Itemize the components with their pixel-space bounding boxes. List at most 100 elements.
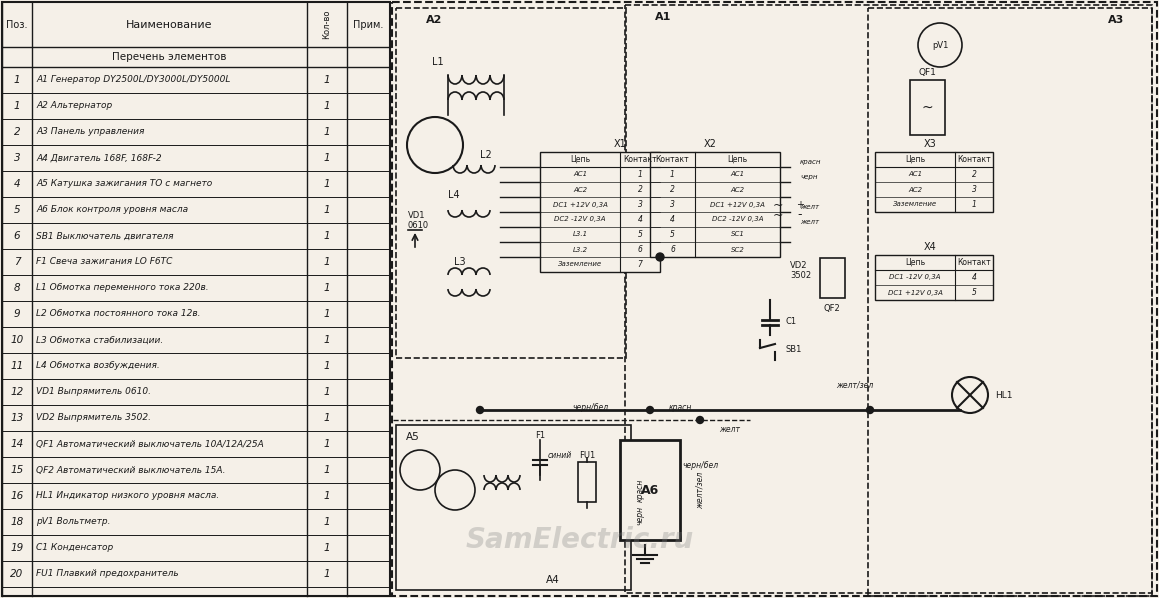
Text: Цепь: Цепь bbox=[905, 155, 925, 164]
Text: 1: 1 bbox=[323, 361, 330, 371]
Text: Прим.: Прим. bbox=[353, 20, 384, 29]
Text: A2 Альтернатор: A2 Альтернатор bbox=[36, 102, 112, 111]
Text: 1: 1 bbox=[323, 153, 330, 163]
Text: DC1 +12V 0,3A: DC1 +12V 0,3A bbox=[888, 289, 942, 295]
Text: L2: L2 bbox=[480, 150, 491, 160]
Text: Перечень элементов: Перечень элементов bbox=[112, 52, 227, 62]
Bar bbox=[875, 255, 993, 300]
Bar bbox=[396, 425, 630, 590]
Text: 6: 6 bbox=[670, 245, 675, 254]
Text: 1: 1 bbox=[323, 465, 330, 475]
Text: 1: 1 bbox=[670, 170, 675, 179]
Text: L4 Обмотка возбуждения.: L4 Обмотка возбуждения. bbox=[36, 362, 160, 371]
Text: -: - bbox=[797, 209, 802, 221]
Text: 8: 8 bbox=[14, 283, 21, 293]
Text: A6: A6 bbox=[641, 484, 659, 496]
Text: 1: 1 bbox=[971, 200, 976, 209]
Text: черн/бел: черн/бел bbox=[571, 402, 608, 411]
Text: Цепь: Цепь bbox=[570, 155, 590, 164]
Text: pV1: pV1 bbox=[932, 41, 948, 50]
Text: 1: 1 bbox=[323, 179, 330, 189]
Bar bbox=[875, 152, 993, 212]
Text: A4 Двигатель 168F, 168F-2: A4 Двигатель 168F, 168F-2 bbox=[36, 154, 161, 163]
Text: A1: A1 bbox=[655, 12, 671, 22]
Text: 3: 3 bbox=[637, 200, 642, 209]
Text: VD1: VD1 bbox=[408, 210, 425, 219]
Text: Контакт: Контакт bbox=[624, 155, 657, 164]
Text: HL1 Индикатор низкого уровня масла.: HL1 Индикатор низкого уровня масла. bbox=[36, 492, 219, 501]
Text: L4: L4 bbox=[449, 190, 460, 200]
Circle shape bbox=[867, 407, 874, 413]
Text: Цепь: Цепь bbox=[728, 155, 748, 164]
Text: 14: 14 bbox=[10, 439, 23, 449]
Text: VD2: VD2 bbox=[790, 261, 808, 270]
Text: SB1 Выключатель двигателя: SB1 Выключатель двигателя bbox=[36, 231, 174, 240]
Text: ~: ~ bbox=[773, 199, 783, 212]
Text: L1: L1 bbox=[432, 57, 444, 67]
Text: VD1 Выпрямитель 0610.: VD1 Выпрямитель 0610. bbox=[36, 388, 151, 396]
Text: 1: 1 bbox=[323, 387, 330, 397]
Text: 1: 1 bbox=[323, 127, 330, 137]
Text: DC2 -12V 0,3A: DC2 -12V 0,3A bbox=[554, 216, 606, 222]
Text: 10: 10 bbox=[10, 335, 23, 345]
Text: 1: 1 bbox=[323, 257, 330, 267]
Text: синий: синий bbox=[548, 450, 573, 459]
Text: HL1: HL1 bbox=[994, 390, 1013, 399]
Bar bbox=[868, 8, 1152, 596]
Text: желт: желт bbox=[720, 426, 741, 435]
Text: A1 Генератор DY2500L/DY3000L/DY5000L: A1 Генератор DY2500L/DY3000L/DY5000L bbox=[36, 75, 231, 84]
Circle shape bbox=[647, 407, 654, 413]
Text: 1: 1 bbox=[323, 517, 330, 527]
Text: 0610: 0610 bbox=[408, 221, 429, 230]
Text: ~: ~ bbox=[773, 209, 783, 221]
Text: 4: 4 bbox=[637, 215, 642, 224]
Text: желт/зел: желт/зел bbox=[837, 380, 874, 389]
Bar bbox=[910, 80, 945, 135]
Text: 7: 7 bbox=[637, 260, 642, 269]
Text: A4: A4 bbox=[546, 575, 560, 585]
Text: SC1: SC1 bbox=[730, 231, 744, 237]
Text: A5: A5 bbox=[406, 432, 420, 442]
Text: X2: X2 bbox=[704, 139, 716, 149]
Circle shape bbox=[476, 407, 483, 413]
Text: 1: 1 bbox=[323, 439, 330, 449]
Text: 1: 1 bbox=[637, 170, 642, 179]
Text: желт/зел: желт/зел bbox=[695, 471, 705, 509]
Text: Кол-во: Кол-во bbox=[322, 10, 331, 39]
Text: 1: 1 bbox=[323, 309, 330, 319]
Text: X4: X4 bbox=[924, 242, 936, 252]
Text: Наименование: Наименование bbox=[126, 20, 213, 29]
Text: SamElectric.ru: SamElectric.ru bbox=[466, 526, 694, 554]
Text: F1 Свеча зажигания LO F6TC: F1 Свеча зажигания LO F6TC bbox=[36, 258, 173, 267]
Text: 4: 4 bbox=[14, 179, 21, 189]
Bar bbox=[578, 462, 596, 502]
Text: желт: желт bbox=[800, 204, 819, 210]
Text: 6: 6 bbox=[14, 231, 21, 241]
Text: 13: 13 bbox=[10, 413, 23, 423]
Bar bbox=[392, 2, 1157, 596]
Text: 3: 3 bbox=[670, 200, 675, 209]
Text: A6 Блок контроля уровня масла: A6 Блок контроля уровня масла bbox=[36, 206, 188, 215]
Text: 11: 11 bbox=[10, 361, 23, 371]
Text: L3.1: L3.1 bbox=[573, 231, 588, 237]
Text: 1: 1 bbox=[323, 413, 330, 423]
Text: 2: 2 bbox=[971, 170, 976, 179]
Text: 2: 2 bbox=[14, 127, 21, 137]
Text: красн: красн bbox=[669, 402, 692, 411]
Bar bbox=[2, 2, 389, 596]
Text: красн: красн bbox=[800, 159, 822, 165]
Text: A5 Катушка зажигания ТО с магнето: A5 Катушка зажигания ТО с магнето bbox=[36, 179, 212, 188]
Text: 1: 1 bbox=[323, 283, 330, 293]
Text: A2: A2 bbox=[427, 15, 443, 25]
Text: 15: 15 bbox=[10, 465, 23, 475]
Text: F1: F1 bbox=[535, 431, 545, 440]
Text: 1: 1 bbox=[323, 101, 330, 111]
Text: SC2: SC2 bbox=[730, 246, 744, 252]
Text: ~: ~ bbox=[921, 101, 933, 115]
Text: DC1 -12V 0,3A: DC1 -12V 0,3A bbox=[889, 274, 941, 280]
Bar bbox=[625, 5, 1152, 593]
Text: черн: черн bbox=[800, 174, 817, 180]
Text: FU1 Плавкий предохранитель: FU1 Плавкий предохранитель bbox=[36, 569, 178, 578]
Text: Контакт: Контакт bbox=[957, 258, 991, 267]
Text: AC1: AC1 bbox=[573, 172, 588, 178]
